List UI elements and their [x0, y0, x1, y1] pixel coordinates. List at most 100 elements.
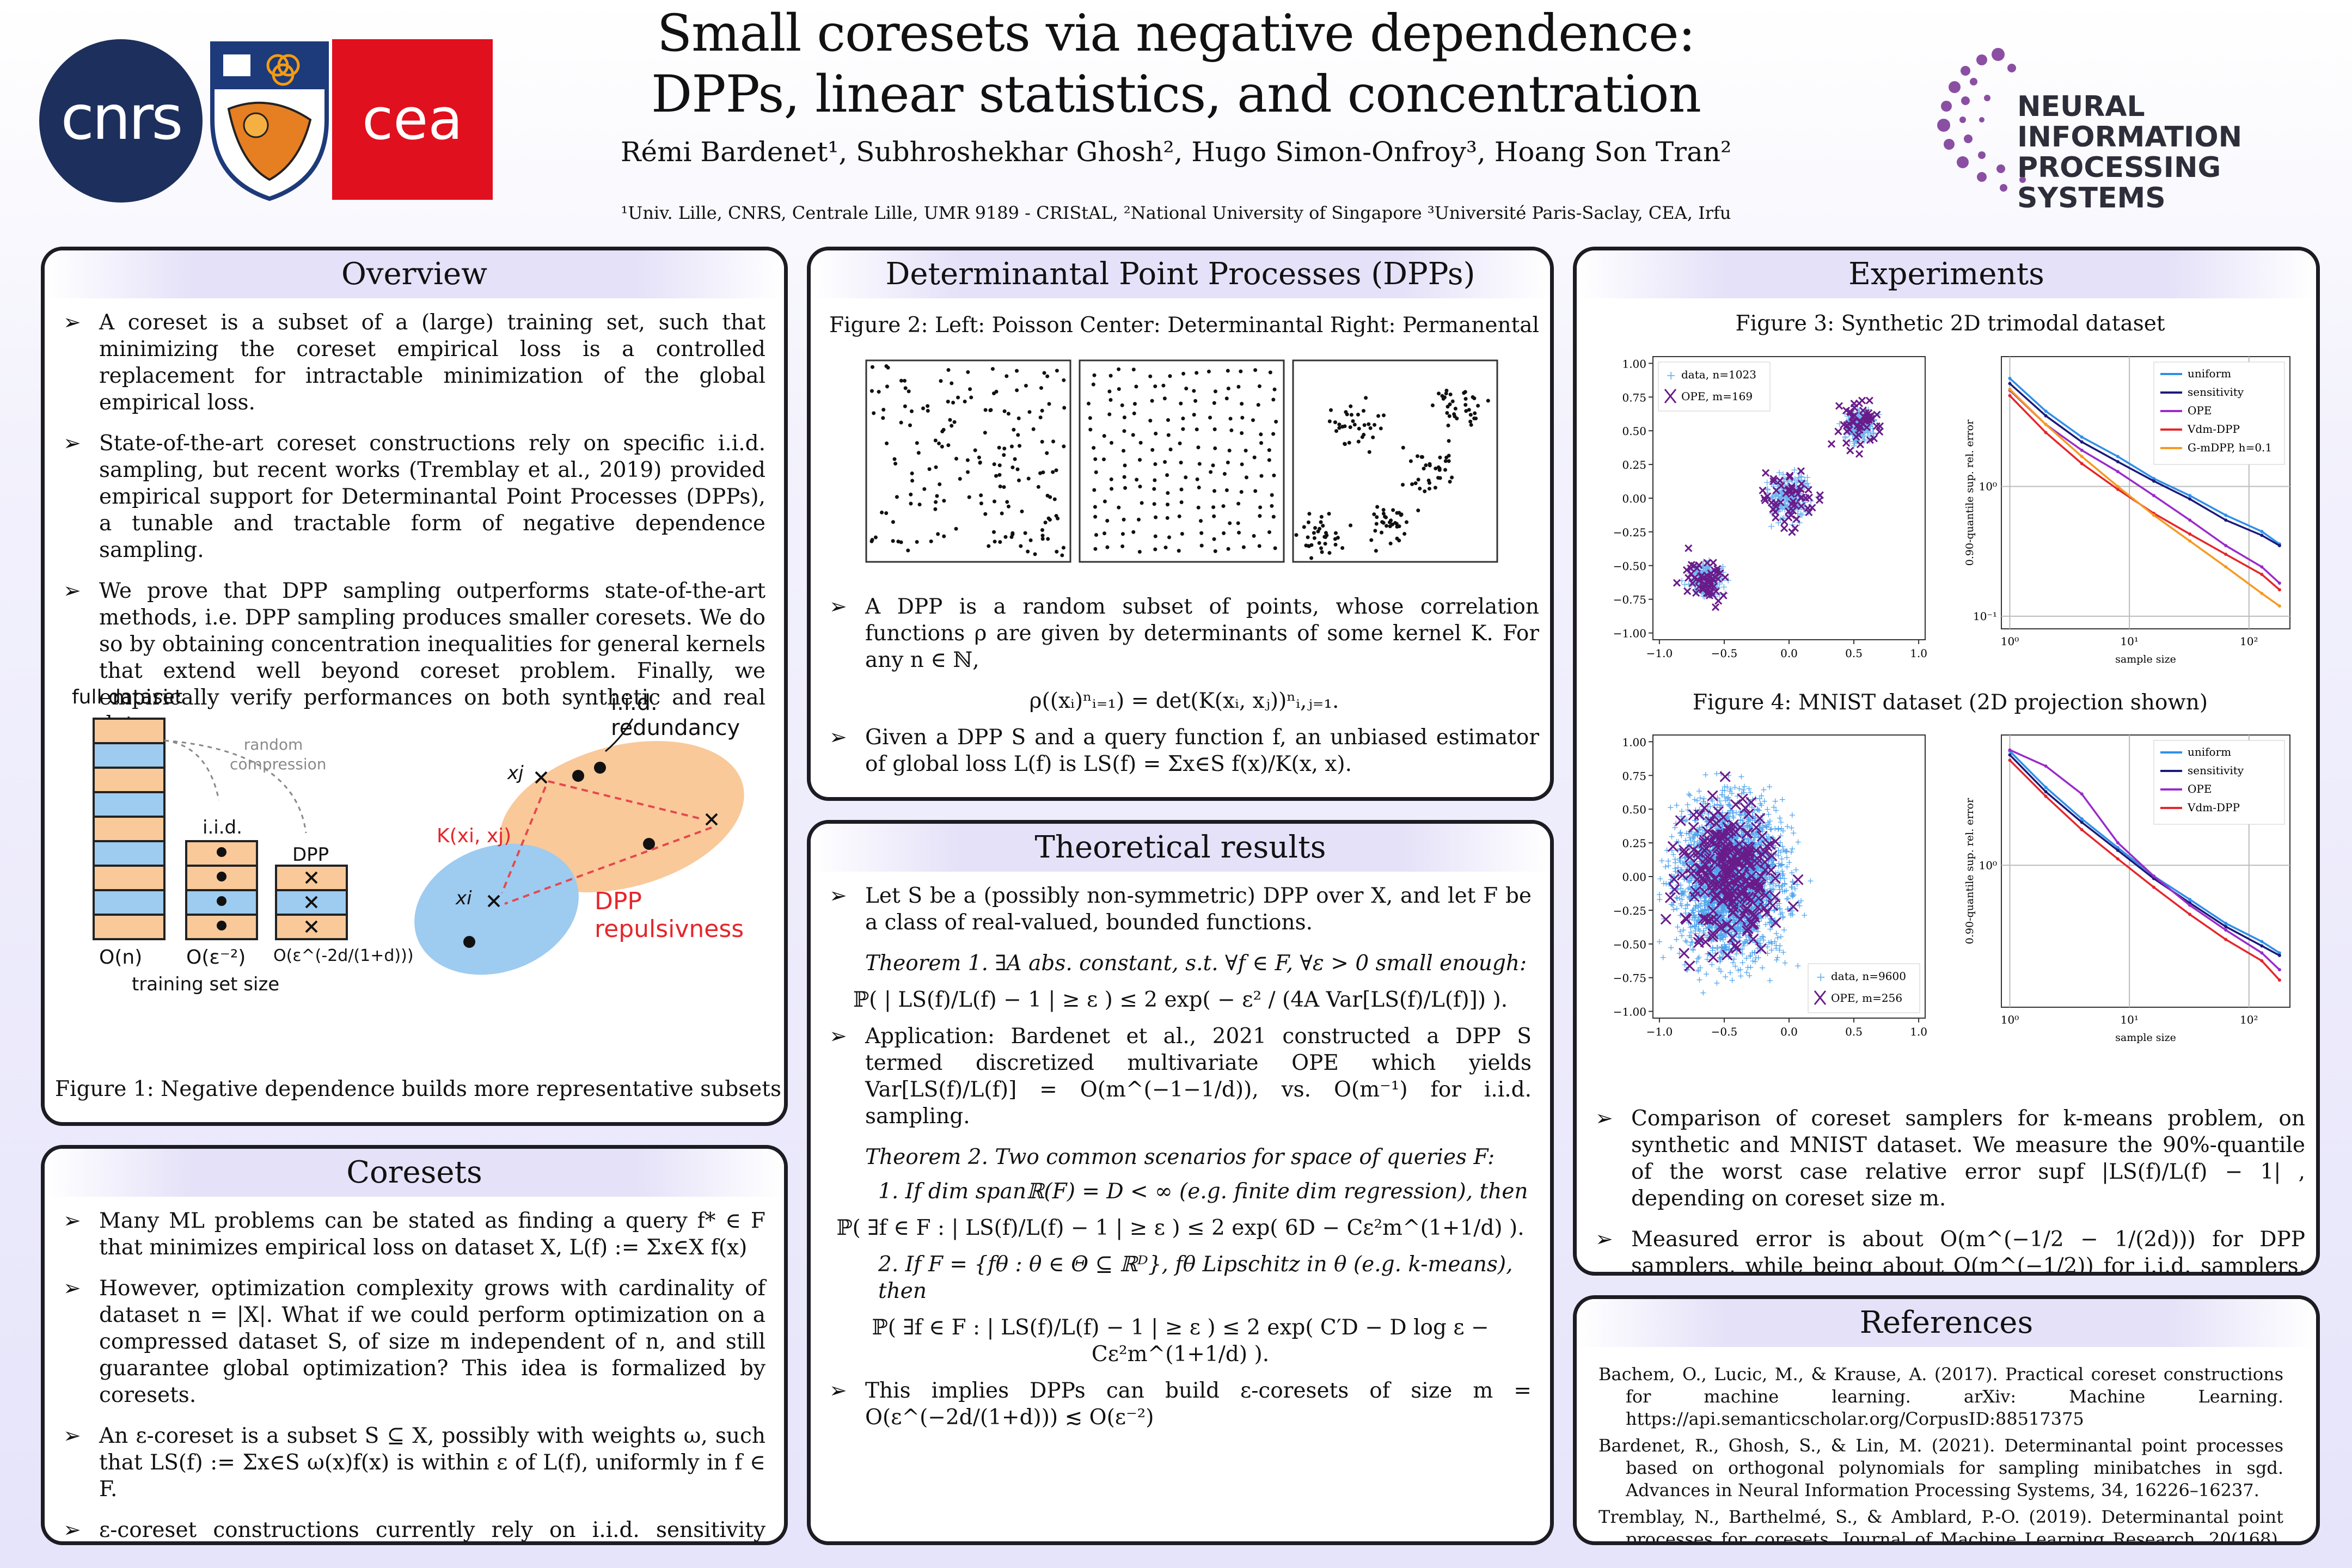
svg-text:−0.75: −0.75 [1613, 593, 1646, 607]
data-point [2080, 455, 2084, 458]
data-point [2008, 753, 2012, 757]
theory-panel: Theoretical results ➢ Let S be a (possibl… [807, 820, 1554, 1545]
svg-text:+: + [1719, 561, 1727, 572]
data-point [2188, 518, 2192, 522]
point-process-plots [865, 359, 1498, 563]
dpps-eq-1: ρ((xᵢ)ⁿᵢ₌₁) = det(K(xᵢ, xⱼ))ⁿᵢ,ⱼ₌₁. [1029, 689, 1339, 713]
svg-text:+: + [1777, 860, 1784, 871]
data-point [2080, 440, 2084, 444]
theorem-1-eq: ℙ( | LS(f)/L(f) − 1 | ≥ ε ) ≤ 2 exp( − ε… [853, 988, 1508, 1012]
svg-text:+: + [1673, 800, 1680, 810]
svg-text:+: + [1689, 832, 1696, 843]
svg-text:+: + [1804, 481, 1812, 492]
data-point [2224, 513, 2228, 517]
svg-text:−0.5: −0.5 [1711, 647, 1738, 660]
legend-entry: sensitivity [2188, 764, 2244, 777]
data-point [2080, 828, 2084, 832]
svg-text:+: + [1662, 878, 1669, 889]
svg-text:+: + [1678, 575, 1686, 587]
svg-text:+: + [1696, 822, 1703, 832]
svg-text:+: + [1696, 824, 1704, 834]
svg-text:0.25: 0.25 [1622, 458, 1646, 471]
svg-text:+: + [1713, 943, 1720, 953]
svg-text:OPE, m=256: OPE, m=256 [1831, 991, 1902, 1004]
data-point [2260, 951, 2264, 955]
svg-text:OPE, m=169: OPE, m=169 [1681, 390, 1753, 403]
svg-text:+: + [1735, 923, 1742, 934]
svg-text:+: + [1754, 937, 1761, 947]
svg-text:−0.25: −0.25 [1613, 526, 1646, 539]
data-point [2008, 758, 2012, 762]
svg-text:+: + [1667, 942, 1674, 953]
svg-text:+: + [1706, 922, 1713, 933]
x-tick-label: 10¹ [2120, 1013, 2138, 1026]
svg-text:+: + [1749, 955, 1756, 966]
xi-label: xi [456, 887, 472, 909]
coresets-title: Coresets [45, 1149, 784, 1197]
reference-1: Bachem, O., Lucic, M., & Krause, A. (201… [1598, 1364, 2283, 1429]
data-point [2224, 924, 2228, 928]
x-tick-label: 10⁰ [2001, 1013, 2019, 1026]
dpp-label: DPP [292, 844, 329, 866]
data-point [2008, 382, 2012, 385]
svg-text:+: + [1666, 369, 1676, 383]
svg-text:+: + [1766, 975, 1773, 985]
x-axis-label: sample size [2115, 653, 2176, 665]
nus-crest-icon [207, 38, 332, 201]
svg-text:+: + [1779, 912, 1786, 922]
svg-text:+: + [1720, 944, 1727, 954]
svg-text:0.5: 0.5 [1845, 1025, 1863, 1038]
coresets-bullet-1: ➢ Many ML problems can be stated as findi… [63, 1209, 765, 1260]
data-point [2152, 494, 2155, 498]
coresets-bullet-2: ➢ However, optimization complexity grows … [63, 1276, 765, 1407]
svg-text:+: + [1780, 488, 1788, 499]
k-label: K(xi, xj) [437, 825, 512, 847]
svg-text:+: + [1718, 789, 1725, 800]
experiments-bullet-1: ➢ Comparison of coreset samplers for k-me… [1595, 1106, 2305, 1211]
svg-text:+: + [1713, 768, 1720, 779]
figure-4-caption: Figure 4: MNIST dataset (2D projection s… [1692, 690, 2208, 715]
svg-text:+: + [1779, 794, 1786, 804]
data-point [2116, 470, 2120, 474]
data-point [2188, 903, 2192, 907]
svg-text:+: + [1687, 875, 1694, 885]
overview-bullet-2: ➢ State-of-the-art coreset constructions … [63, 431, 765, 562]
svg-text:+: + [1875, 409, 1883, 420]
data-point [2188, 898, 2192, 902]
svg-text:+: + [1772, 805, 1779, 816]
svg-text:+: + [1716, 802, 1723, 812]
svg-text:+: + [1671, 854, 1679, 864]
svg-text:0.0: 0.0 [1780, 647, 1798, 660]
data-point [2277, 978, 2281, 982]
legend-entry: G-mDPP, h=0.1 [2188, 441, 2272, 454]
legend-entry: OPE [2188, 782, 2212, 795]
svg-text:+: + [1780, 947, 1787, 957]
svg-text:+: + [1794, 472, 1803, 483]
data-point [2044, 431, 2048, 434]
data-point [2224, 565, 2228, 569]
svg-text:+: + [1762, 919, 1769, 929]
experiments-panel: Experiments Figure 3: Synthetic 2D trimo… [1573, 247, 2320, 1276]
svg-text:+: + [1773, 954, 1780, 965]
data-point [2116, 848, 2120, 852]
svg-text:−1.0: −1.0 [1646, 1025, 1673, 1038]
data-point [2224, 518, 2228, 522]
theorem-2: Theorem 2. Two common scenarios for spac… [865, 1145, 1495, 1169]
legend-entry: sensitivity [2188, 385, 2244, 399]
svg-text:+: + [1700, 793, 1707, 804]
theory-bullet-2: ➢ Application: Bardenet et al., 2021 cons… [829, 1024, 1532, 1129]
data-point [2080, 448, 2084, 452]
data-point [2152, 874, 2155, 878]
dpps-bullet-2: ➢ Given a DPP S and a query function f, a… [829, 725, 1539, 776]
legend-entry: uniform [2188, 367, 2231, 380]
svg-text:+: + [1772, 796, 1779, 806]
data-point [2080, 435, 2084, 439]
svg-text:+: + [1658, 855, 1665, 866]
svg-text:+: + [1695, 899, 1702, 910]
svg-text:+: + [1678, 830, 1685, 841]
data-point [2260, 530, 2264, 534]
data-point [2224, 553, 2228, 556]
svg-text:+: + [1709, 942, 1716, 953]
svg-text:+: + [1794, 475, 1802, 487]
svg-text:+: + [1737, 921, 1744, 932]
